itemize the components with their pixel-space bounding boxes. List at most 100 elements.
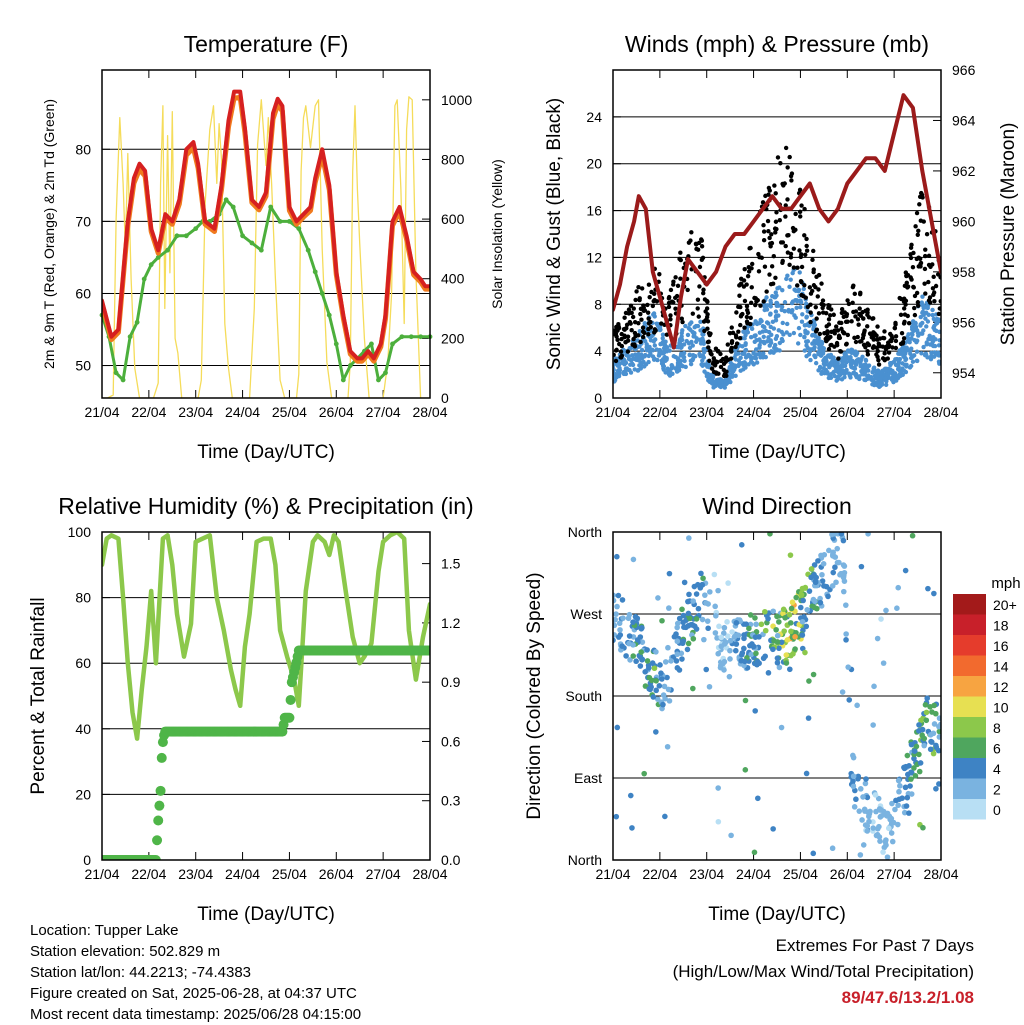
dewpoint-point <box>223 197 229 203</box>
direction-point <box>693 616 700 622</box>
direction-point <box>752 634 759 640</box>
gust-point <box>831 312 836 317</box>
gust-point <box>910 264 916 270</box>
gust-point <box>829 307 834 312</box>
direction-point <box>839 689 846 695</box>
wind-point <box>869 377 874 382</box>
gust-point <box>933 283 939 289</box>
gust-point <box>617 341 622 347</box>
direction-point <box>698 570 704 577</box>
wind-point <box>770 294 775 299</box>
gust-point <box>865 310 870 315</box>
direction-point <box>850 778 856 784</box>
gust-point <box>875 348 880 354</box>
gust-point <box>797 187 803 193</box>
y-tick-label: 24 <box>586 109 602 125</box>
direction-point <box>805 715 812 721</box>
direction-point <box>659 617 665 624</box>
gust-point <box>917 202 922 207</box>
gust-point <box>783 203 788 208</box>
wind-point <box>697 351 702 357</box>
wind-point <box>773 290 778 295</box>
direction-point <box>720 630 727 636</box>
direction-point <box>834 545 841 552</box>
precip-point <box>153 815 164 826</box>
y-tick-label: 16 <box>586 203 602 219</box>
gust-point <box>836 335 842 340</box>
gust-point <box>641 303 646 308</box>
gust-point <box>893 334 899 339</box>
direction-point <box>841 572 847 579</box>
wind-point <box>808 347 814 352</box>
direction-point <box>729 629 735 635</box>
gust-point <box>820 305 825 311</box>
dewpoint-point <box>305 247 311 253</box>
gust-point <box>761 299 766 304</box>
direction-point <box>731 634 738 640</box>
wind-point <box>874 375 879 381</box>
gust-point <box>626 307 632 312</box>
direction-point <box>855 773 862 780</box>
gust-point <box>737 293 742 298</box>
direction-point <box>673 631 679 637</box>
wind-point <box>826 362 831 368</box>
wind-point <box>842 375 847 380</box>
gust-point <box>839 306 845 312</box>
gust-point <box>690 311 696 316</box>
wind-point <box>667 373 673 378</box>
gust-point <box>915 232 920 238</box>
direction-point <box>680 612 687 619</box>
direction-point <box>674 651 681 658</box>
gust-point <box>869 335 874 340</box>
gust-point <box>738 314 744 319</box>
wind-point <box>807 323 812 328</box>
direction-point <box>704 618 711 624</box>
gust-point <box>631 306 636 311</box>
direction-point <box>660 701 666 708</box>
wind-point <box>773 336 779 342</box>
direction-point <box>916 751 922 758</box>
direction-point <box>817 595 823 602</box>
gust-point <box>627 320 633 325</box>
direction-point <box>658 670 664 676</box>
direction-point <box>889 800 895 807</box>
gust-point <box>758 303 763 308</box>
precip-point <box>156 752 167 763</box>
direction-point <box>911 748 918 754</box>
dewpoint-point <box>319 291 325 296</box>
y-tick-label: East <box>574 770 602 786</box>
direction-point <box>712 603 718 610</box>
gust-point <box>614 347 619 353</box>
wind-point <box>878 377 883 382</box>
y2-axis-label: Station Pressure (Maroon) <box>998 123 1019 346</box>
direction-point <box>901 765 908 772</box>
direction-point <box>762 653 768 660</box>
dewpoint-point <box>333 341 339 347</box>
direction-point <box>690 685 696 692</box>
direction-point <box>880 660 887 666</box>
gust-point <box>613 358 619 364</box>
wind-point <box>816 350 821 355</box>
direction-point <box>829 845 836 852</box>
direction-point <box>733 620 740 626</box>
direction-point <box>713 612 719 619</box>
gust-point <box>791 228 796 234</box>
wind-point <box>782 300 788 305</box>
direction-point <box>846 697 853 703</box>
wind-point <box>682 358 687 364</box>
gust-point <box>666 304 672 310</box>
wind-point <box>798 332 803 338</box>
gust-point <box>804 243 809 249</box>
gust-point <box>789 171 795 176</box>
direction-point <box>684 646 691 653</box>
precip-point <box>425 645 430 656</box>
direction-point <box>821 583 827 589</box>
panel-winds-pressure: Winds (mph) & Pressure (mb) Time (Day/UTC… <box>544 31 1019 463</box>
gust-point <box>837 320 842 325</box>
direction-point <box>862 780 869 787</box>
plot-frame <box>612 69 942 399</box>
direction-point <box>686 535 692 541</box>
gust-point <box>646 326 651 332</box>
gust-point <box>699 237 704 242</box>
gust-point <box>745 273 751 279</box>
